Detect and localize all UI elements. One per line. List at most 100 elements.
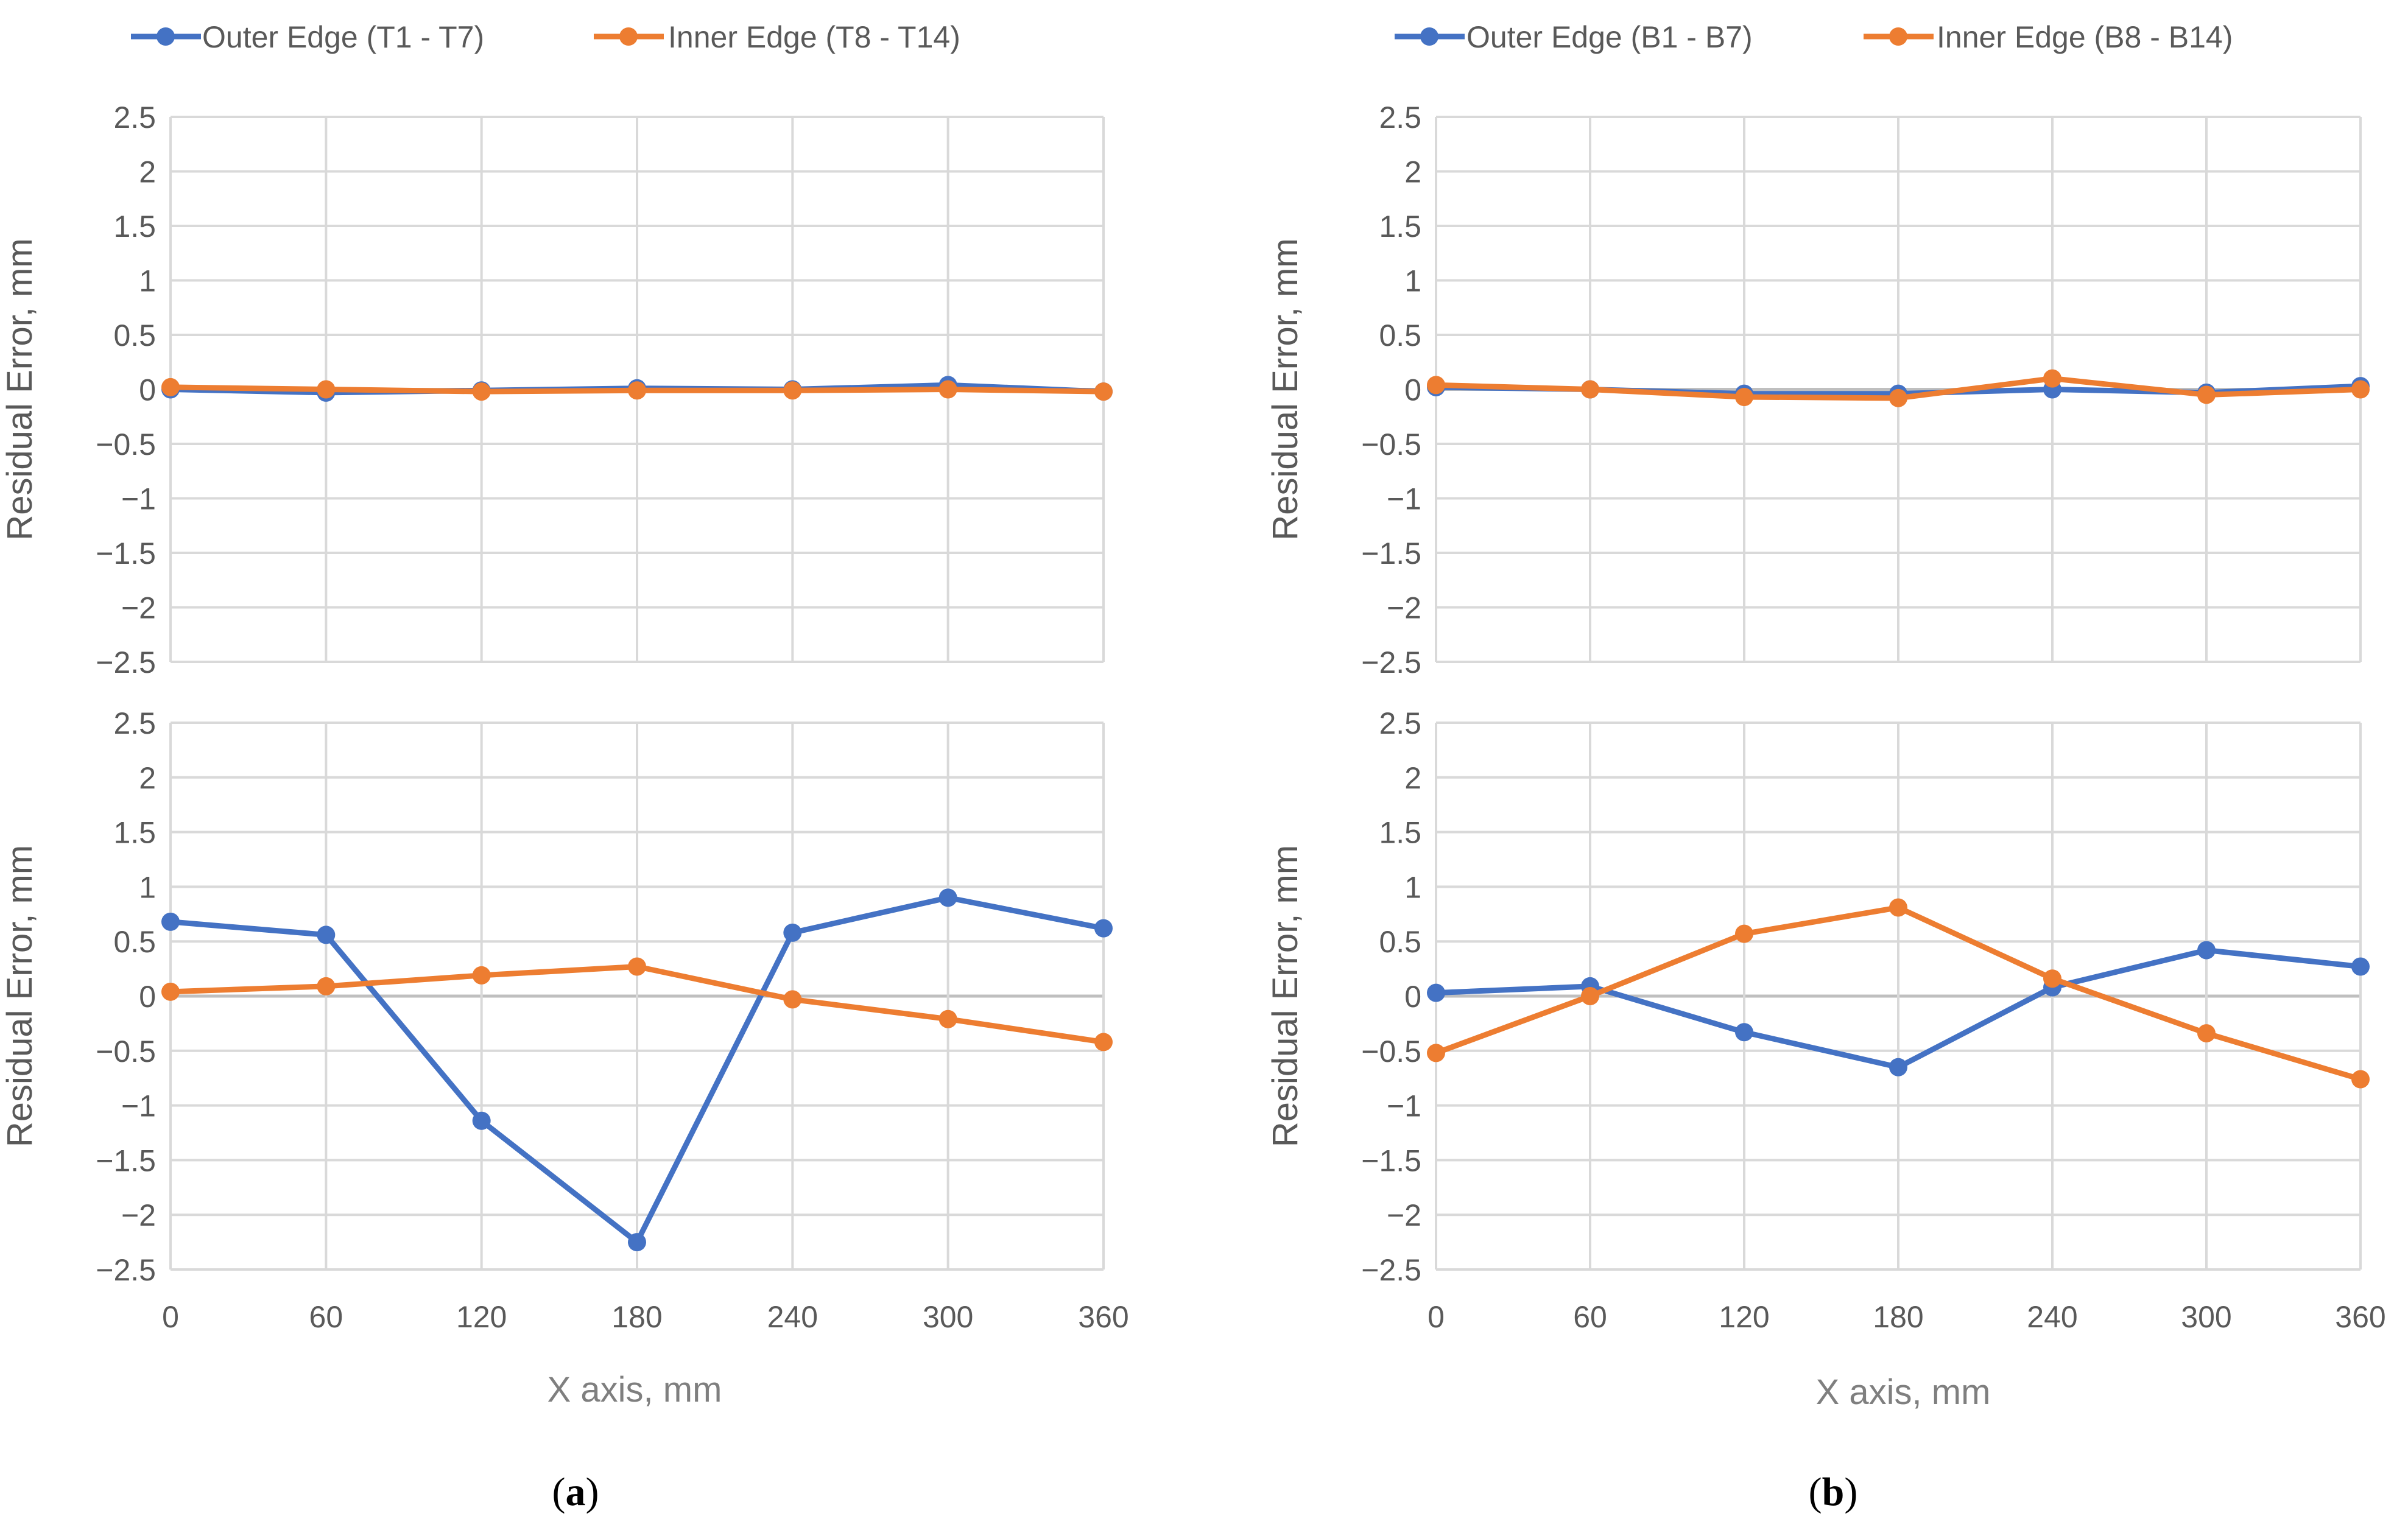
data-point-inner-a-top	[317, 380, 336, 399]
data-point-outer-a-bottom	[628, 1233, 646, 1252]
y-tick-label-b-top: 1.5	[1379, 209, 1421, 244]
data-point-outer-b-bottom	[2351, 957, 2370, 976]
y-tick-label-a-top: −0.5	[96, 427, 156, 462]
y-tick-label-b-bottom: −0.5	[1361, 1034, 1421, 1069]
data-point-inner-b-top	[1735, 388, 1753, 407]
y-tick-label-a-bottom: −2.5	[96, 1253, 156, 1287]
x-tick-label-a-bottom: 120	[456, 1300, 507, 1334]
x-tick-label-b-bottom: 0	[1428, 1300, 1445, 1334]
data-point-outer-b-bottom	[1427, 983, 1445, 1002]
y-tick-label-a-bottom: −1.5	[96, 1143, 156, 1178]
caption-b: (b)	[1809, 1470, 1858, 1514]
x-tick-label-a-bottom: 300	[923, 1300, 973, 1334]
legend-label-outer-a: Outer Edge (T1 - T7)	[202, 20, 484, 54]
x-tick-label-a-bottom: 0	[162, 1300, 179, 1334]
x-tick-label-b-bottom: 300	[2181, 1300, 2231, 1334]
y-tick-label-b-bottom: 2.5	[1379, 706, 1421, 740]
x-tick-label-b-bottom: 120	[1719, 1300, 1769, 1334]
data-point-inner-b-bottom	[1735, 924, 1753, 943]
data-point-outer-b-bottom	[1889, 1058, 1907, 1076]
x-axis-title-a: X axis, mm	[547, 1370, 722, 1410]
data-point-inner-b-bottom	[2351, 1070, 2370, 1089]
legend-a: Outer Edge (T1 - T7) Inner Edge (T8 - T1…	[131, 20, 960, 54]
y-tick-label-b-top: −1.5	[1361, 536, 1421, 571]
legend-marker-outer-a	[157, 27, 175, 46]
y-tick-label-b-top: 1	[1404, 264, 1421, 298]
data-point-inner-b-top	[2351, 380, 2370, 399]
data-point-inner-b-top	[1427, 376, 1445, 395]
data-point-inner-b-top	[2043, 369, 2061, 388]
data-point-inner-a-bottom	[938, 1010, 957, 1028]
data-point-inner-a-top	[472, 382, 491, 401]
plot-b-bottom: 2.521.510.50−0.5−1−1.5−2−2.50 60 120 180 240…	[1266, 706, 2386, 1334]
data-point-outer-b-bottom	[1735, 1023, 1753, 1042]
data-point-outer-a-bottom	[161, 912, 180, 931]
chart-layer: 2.5 2 1.5 1 0.5 0 −0.5 −1 −1.5 −2 −2.5 Residual Err…	[0, 100, 2386, 1334]
data-point-inner-a-bottom	[317, 977, 336, 996]
y-tick-label-a-top: −1	[121, 482, 156, 516]
y-tick-label-b-bottom: 2	[1404, 761, 1421, 795]
y-axis-title-b-bottom: Residual Error, mm	[1266, 845, 1305, 1147]
y-tick-label-a-top: 0.5	[113, 318, 156, 353]
x-tick-label-a-bottom: 240	[767, 1300, 818, 1334]
y-tick-label-a-bottom: −0.5	[96, 1034, 156, 1069]
data-point-inner-a-bottom	[783, 990, 802, 1009]
y-tick-label-a-bottom: 1	[139, 870, 156, 904]
y-tick-label-b-top: 2.5	[1379, 100, 1421, 135]
y-tick-label-a-bottom: −1	[121, 1089, 156, 1123]
y-tick-label-b-top: −2.5	[1361, 645, 1421, 679]
y-axis-title-a-bottom: Residual Error, mm	[0, 845, 40, 1147]
data-point-inner-a-top	[161, 377, 180, 396]
x-tick-label-b-bottom: 240	[2027, 1300, 2077, 1334]
y-tick-label-a-bottom: −2	[121, 1198, 156, 1232]
data-point-inner-a-top	[783, 381, 802, 400]
y-tick-label-a-top: 2.5	[113, 100, 156, 135]
data-point-inner-a-bottom	[472, 966, 491, 985]
y-tick-label-a-bottom: 1.5	[113, 816, 156, 850]
data-point-outer-a-bottom	[938, 888, 957, 907]
y-tick-label-a-bottom: 0.5	[113, 925, 156, 959]
data-point-outer-a-bottom	[1094, 919, 1113, 938]
data-point-inner-b-bottom	[2197, 1024, 2216, 1043]
y-tick-label-b-top: −0.5	[1361, 427, 1421, 462]
data-point-inner-b-bottom	[2043, 969, 2061, 988]
data-point-inner-b-bottom	[1581, 987, 1599, 1005]
y-tick-label-a-top: 0	[139, 373, 156, 407]
y-tick-label-a-bottom: 0	[139, 980, 156, 1014]
data-point-inner-a-bottom	[161, 982, 180, 1001]
y-tick-label-a-top: −2	[121, 591, 156, 625]
data-point-outer-a-bottom	[783, 923, 802, 942]
data-point-inner-a-bottom	[628, 957, 646, 976]
data-point-outer-a-bottom	[317, 925, 336, 944]
x-tick-label-a-bottom: 180	[611, 1300, 662, 1334]
data-point-inner-b-bottom	[1427, 1044, 1445, 1062]
y-tick-label-b-bottom: 1	[1404, 870, 1421, 904]
data-point-inner-a-top	[1094, 382, 1113, 401]
data-point-inner-b-bottom	[1889, 898, 1907, 917]
y-tick-label-b-top: 2	[1404, 155, 1421, 189]
y-tick-label-b-top: 0	[1404, 373, 1421, 407]
y-tick-label-b-top: −2	[1387, 591, 1421, 625]
legend-marker-outer-b	[1420, 27, 1438, 46]
legend-b: Outer Edge (B1 - B7) Inner Edge (B8 - B1…	[1395, 20, 2233, 54]
x-tick-label-a-bottom: 60	[309, 1300, 343, 1334]
data-point-inner-b-top	[2197, 385, 2216, 404]
legend-label-outer-b: Outer Edge (B1 - B7)	[1466, 20, 1753, 54]
data-point-inner-a-top	[938, 380, 957, 399]
data-point-inner-a-top	[628, 381, 646, 400]
y-tick-label-a-top: 1.5	[113, 209, 156, 244]
y-tick-label-b-bottom: 0	[1404, 980, 1421, 1014]
x-tick-label-b-bottom: 60	[1573, 1300, 1607, 1334]
caption-a: (a)	[552, 1470, 599, 1514]
y-tick-label-b-bottom: −1.5	[1361, 1143, 1421, 1178]
x-axis-title-b: X axis, mm	[1816, 1372, 1991, 1412]
legend-label-inner-a: Inner Edge (T8 - T14)	[668, 20, 960, 54]
y-tick-label-b-bottom: −2.5	[1361, 1253, 1421, 1287]
x-tick-label-b-bottom: 360	[2335, 1300, 2385, 1334]
y-tick-label-a-bottom: 2	[139, 761, 156, 795]
data-point-outer-a-bottom	[472, 1111, 491, 1130]
data-point-inner-b-top	[1581, 380, 1599, 399]
y-tick-label-b-top: 0.5	[1379, 318, 1421, 353]
legend-marker-inner-b	[1889, 27, 1907, 46]
